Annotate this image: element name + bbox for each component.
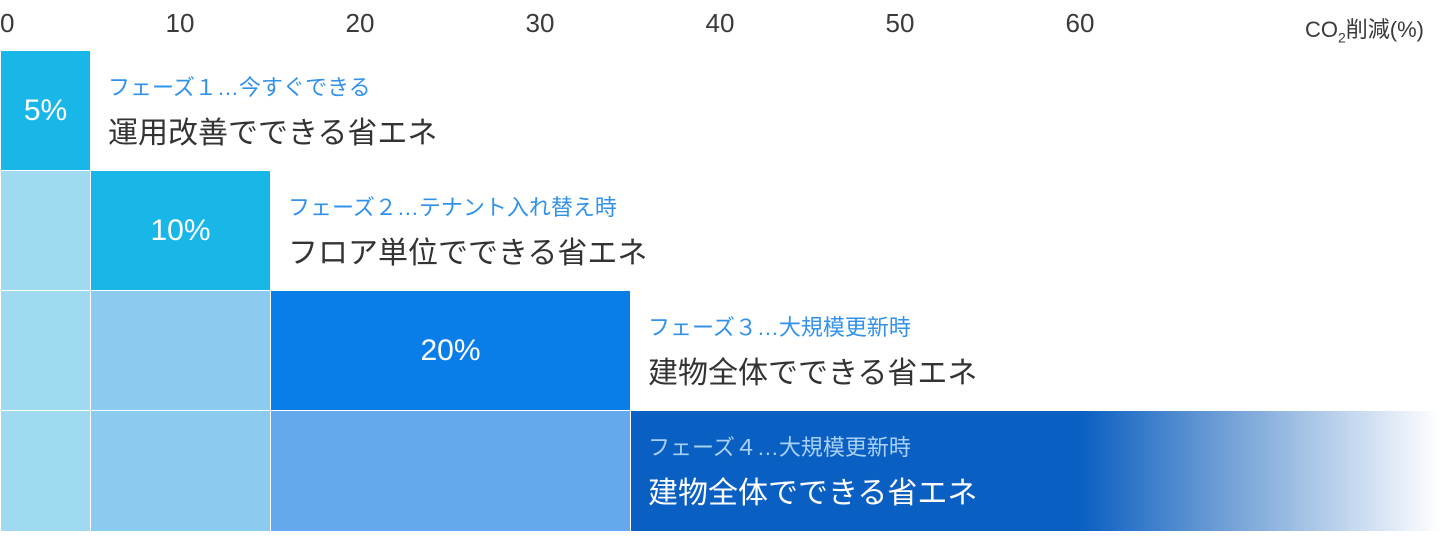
row-phase3: 20% フェーズ３…大規模更新時 建物全体でできる省エネ (0, 290, 1440, 410)
row-phase1: 5% フェーズ１…今すぐできる 運用改善でできる省エネ (0, 50, 1440, 170)
bar-segment (0, 411, 90, 531)
phase-chart: 0 10 20 30 40 50 60 CO2削減(%) 5% フェーズ１…今す… (0, 0, 1440, 540)
bar-segment (90, 411, 270, 531)
axis-tick: 30 (526, 8, 555, 39)
axis-tick: 0 (0, 8, 14, 39)
row-phase4: フェーズ４…大規模更新時 建物全体でできる省エネ (0, 410, 1440, 530)
bar-segment (270, 411, 630, 531)
bar-segment: 10% (90, 171, 270, 291)
phase-label: フェーズ４…大規模更新時 (648, 430, 977, 462)
axis-title: CO2削減(%) (1305, 12, 1424, 45)
bar-value: 5% (24, 94, 67, 128)
rows: 5% フェーズ１…今すぐできる 運用改善でできる省エネ 10% フェーズ２…テナ… (0, 50, 1440, 530)
bar-value: 10% (150, 214, 210, 248)
phase-desc: 運用改善でできる省エネ (108, 108, 437, 152)
bar-segment: 20% (270, 291, 630, 411)
phase-label: フェーズ２…テナント入れ替え時 (288, 190, 647, 222)
bar-value: 20% (420, 334, 480, 368)
row-label: フェーズ４…大規模更新時 建物全体でできる省エネ (648, 430, 977, 512)
axis-tick: 20 (346, 8, 375, 39)
bar-segment (90, 291, 270, 411)
axis-tick: 40 (706, 8, 735, 39)
axis-tick: 10 (166, 8, 195, 39)
axis-tick: 50 (886, 8, 915, 39)
bar-segment (0, 291, 90, 411)
phase-desc: 建物全体でできる省エネ (648, 468, 977, 512)
phase-desc: フロア単位でできる省エネ (288, 228, 647, 272)
row-phase2: 10% フェーズ２…テナント入れ替え時 フロア単位でできる省エネ (0, 170, 1440, 290)
phase-desc: 建物全体でできる省エネ (648, 348, 977, 392)
phase-label: フェーズ３…大規模更新時 (648, 310, 977, 342)
bar-segment: 5% (0, 51, 90, 171)
axis-tick: 60 (1066, 8, 1095, 39)
row-label: フェーズ２…テナント入れ替え時 フロア単位でできる省エネ (288, 190, 647, 272)
bar-fade (1080, 411, 1440, 531)
bar-segment (0, 171, 90, 291)
phase-label: フェーズ１…今すぐできる (108, 70, 437, 102)
row-label: フェーズ１…今すぐできる 運用改善でできる省エネ (108, 70, 437, 152)
x-axis: 0 10 20 30 40 50 60 CO2削減(%) (0, 0, 1440, 50)
row-label: フェーズ３…大規模更新時 建物全体でできる省エネ (648, 310, 977, 392)
